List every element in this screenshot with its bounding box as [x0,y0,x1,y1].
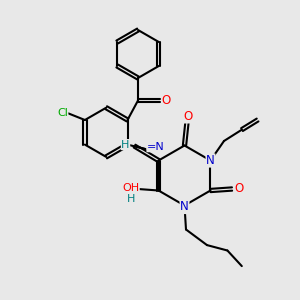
Text: Cl: Cl [57,108,68,118]
Text: N: N [206,154,215,167]
Text: H: H [121,140,130,150]
Text: OH: OH [122,183,139,193]
Text: N: N [180,200,189,214]
Text: =N: =N [147,142,165,152]
Text: H: H [126,194,135,204]
Text: O: O [234,182,243,196]
Text: O: O [162,94,171,107]
Text: O: O [183,110,192,123]
